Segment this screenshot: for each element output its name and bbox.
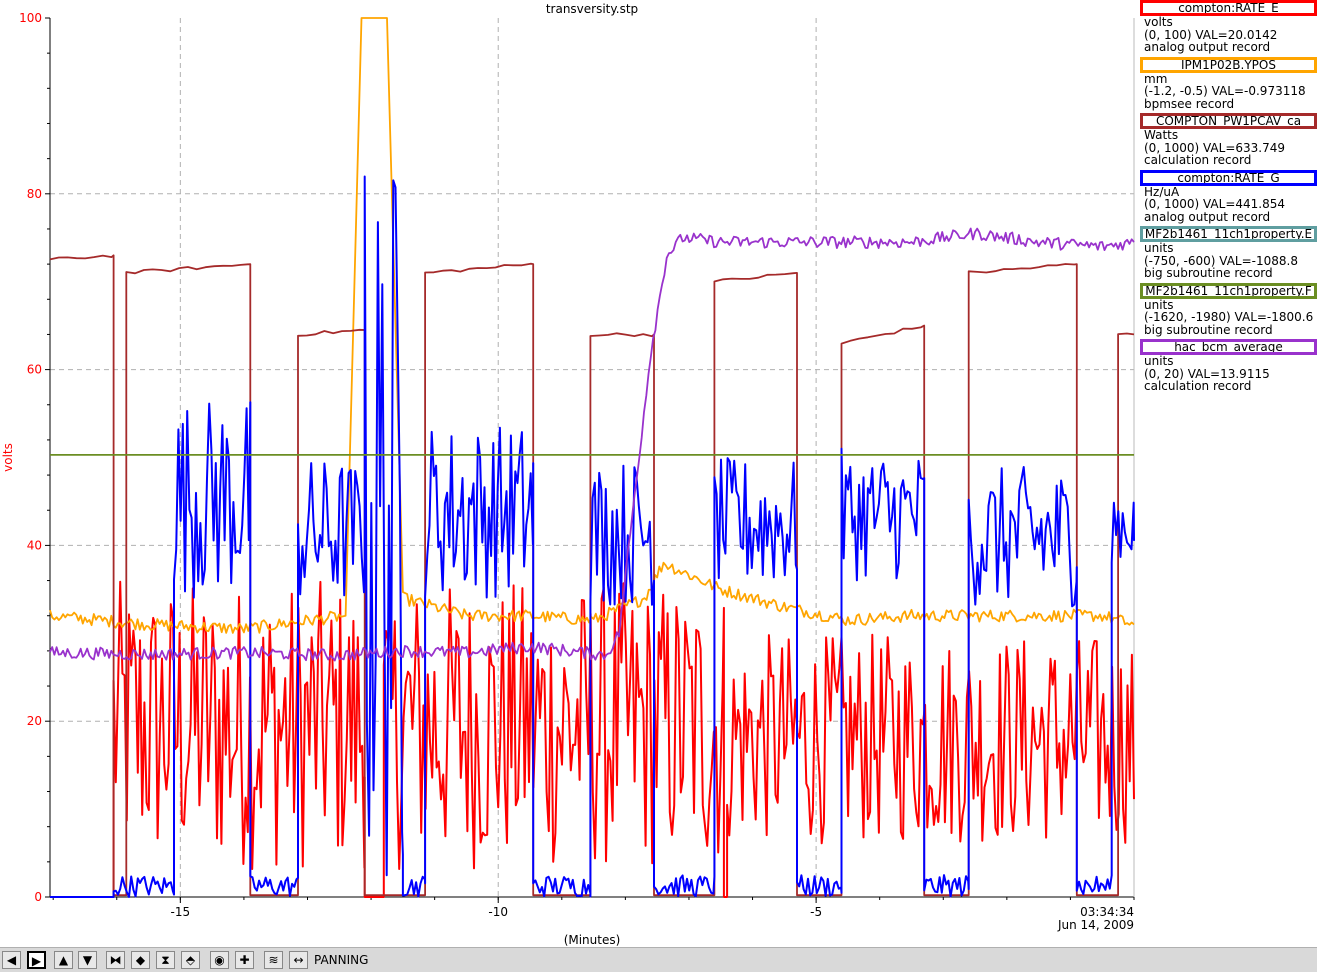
legend-units: Hz/uA	[1144, 184, 1180, 199]
x-time-label: 03:34:34	[1080, 905, 1134, 919]
toolbar: PANNING ◀ ▶ ▲ ▼ ⧓ ◆ ⧗ ⬘ ◉ ✚ ≋ ↔	[0, 947, 1317, 972]
expand-vertical-button[interactable]: ⬘	[181, 951, 200, 969]
chart-title: transversity.stp	[546, 2, 638, 16]
legend-record-type: bpmsee record	[1144, 96, 1235, 111]
y-tick-label: 60	[27, 363, 42, 377]
legend-record-type: big subroutine record	[1144, 266, 1273, 280]
legend-series-name[interactable]: hac_bcm_average	[1140, 339, 1317, 355]
scroll-right-button[interactable]: ▶	[27, 951, 46, 969]
x-axis-label: (Minutes)	[564, 933, 621, 947]
legend-series-name[interactable]: compton:RATE_E	[1140, 0, 1317, 16]
series-line-2	[49, 254, 1135, 897]
scroll-left-button[interactable]: ◀	[2, 951, 21, 969]
legend-units: volts	[1144, 15, 1173, 29]
x-tick-label: -10	[488, 905, 508, 919]
compress-horizontal-button[interactable]: ⧓	[106, 951, 125, 969]
legend-entry[interactable]: compton:RATE_G Hz/uA (0, 1000) VAL=441.854…	[1140, 169, 1317, 224]
y-tick-label: 20	[27, 714, 42, 728]
legend-range-value: (-1620, -1980) VAL=-1800.6	[1144, 310, 1314, 324]
y-axis-label: volts	[1, 443, 15, 472]
legend-range-value: (0, 20) VAL=13.9115	[1144, 366, 1270, 381]
legend: compton:RATE_E volts (0, 100) VAL=20.0142 a…	[1140, 0, 1317, 400]
legend-record-type: analog output record	[1144, 40, 1271, 54]
expand-horizontal-button[interactable]: ◆	[131, 951, 150, 969]
legend-entry[interactable]: COMPTON_PW1PCAV_ca Watts (0, 1000) VAL=633…	[1140, 113, 1317, 167]
legend-record-type: calculation record	[1144, 379, 1252, 393]
legend-units: units	[1144, 354, 1174, 368]
scroll-up-button[interactable]: ▲	[54, 951, 73, 969]
legend-record-type: big subroutine record	[1144, 322, 1273, 337]
legend-entry[interactable]: MF2b1461_11ch1property.F units (-1620, -19…	[1140, 282, 1317, 337]
legend-entry[interactable]: IPM1P02B.YPOS mm (-1.2, -0.5) VAL=-0.97311…	[1140, 56, 1317, 111]
pan-button[interactable]: ↔	[289, 951, 308, 969]
legend-units: mm	[1144, 71, 1168, 86]
x-date-label: Jun 14, 2009	[1057, 918, 1134, 932]
mode-label: PANNING	[314, 953, 369, 967]
zoom-button[interactable]: ◉	[210, 951, 229, 969]
legend-range-value: (0, 1000) VAL=441.854	[1144, 197, 1285, 211]
legend-range-value: (0, 100) VAL=20.0142	[1144, 27, 1278, 42]
compress-vertical-button[interactable]: ⧗	[156, 951, 175, 969]
series-line-1	[49, 17, 1135, 634]
legend-series-name[interactable]: MF2b1461_11ch1property.F	[1140, 282, 1317, 299]
y-tick-label: 80	[27, 187, 42, 201]
legend-units: Watts	[1144, 128, 1179, 142]
legend-units: units	[1144, 297, 1174, 312]
autoscale-button[interactable]: ≋	[264, 951, 283, 969]
scroll-down-button[interactable]: ▼	[78, 951, 97, 969]
legend-range-value: (0, 1000) VAL=633.749	[1144, 140, 1285, 155]
legend-series-name[interactable]: COMPTON_PW1PCAV_ca	[1140, 113, 1317, 129]
legend-units: units	[1144, 241, 1174, 255]
legend-record-type: analog output record	[1144, 209, 1271, 224]
legend-record-type: calculation record	[1144, 153, 1252, 167]
legend-entry[interactable]: hac_bcm_average units (0, 20) VAL=13.9115 c…	[1140, 339, 1317, 393]
crosshair-button[interactable]: ✚	[235, 951, 254, 969]
legend-entry[interactable]: MF2b1461_11ch1property.E units (-750, -600…	[1140, 226, 1317, 280]
legend-series-name[interactable]: IPM1P02B.YPOS	[1140, 56, 1317, 73]
y-tick-label: 0	[34, 890, 42, 904]
y-tick-label: 40	[27, 538, 42, 552]
y-tick-label: 100	[19, 11, 42, 25]
x-tick-label: -15	[171, 905, 191, 919]
legend-range-value: (-750, -600) VAL=-1088.8	[1144, 253, 1298, 268]
x-tick-label: -5	[810, 905, 822, 919]
series-line-6	[49, 227, 1135, 662]
legend-series-name[interactable]: compton:RATE_G	[1140, 169, 1317, 186]
legend-range-value: (-1.2, -0.5) VAL=-0.973118	[1144, 84, 1306, 98]
legend-entry[interactable]: compton:RATE_E volts (0, 100) VAL=20.0142 a…	[1140, 0, 1317, 54]
legend-series-name[interactable]: MF2b1461_11ch1property.E	[1140, 226, 1317, 242]
series-line-0	[50, 580, 1135, 898]
series-line-3	[50, 175, 1135, 898]
